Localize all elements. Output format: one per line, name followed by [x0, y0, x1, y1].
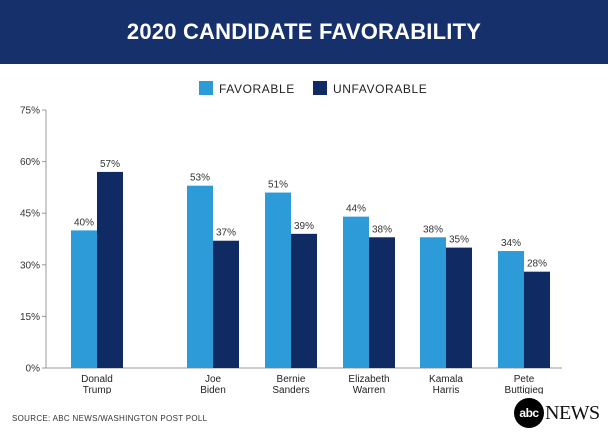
data-label-unfavorable: 38% — [372, 224, 392, 235]
y-tick-label: 60% — [20, 157, 40, 168]
category-label: Elizabeth Warren — [348, 374, 389, 394]
data-label-favorable: 53% — [190, 173, 210, 184]
category-label-line: Bernie — [277, 374, 306, 385]
category-label-line: Harris — [433, 385, 460, 394]
category-label-line: Biden — [200, 385, 226, 394]
category-label: Pete Buttigieg — [505, 374, 544, 394]
bar-favorable — [420, 237, 446, 368]
data-label-favorable: 40% — [74, 217, 94, 228]
category-label-line: Warren — [353, 385, 385, 394]
y-tick-label: 45% — [20, 209, 40, 220]
news-logo-text: NEWS — [545, 401, 600, 424]
source-note: SOURCE: ABC NEWS/WASHINGTON POST POLL — [12, 414, 208, 423]
legend-swatch-unfavorable — [313, 81, 327, 95]
category-label-line: Trump — [83, 385, 112, 394]
data-label-favorable: 34% — [501, 238, 521, 249]
header-banner: 2020 CANDIDATE FAVORABILITY — [0, 0, 608, 64]
data-label-unfavorable: 28% — [527, 259, 547, 270]
bar-favorable — [343, 216, 369, 368]
bar-unfavorable — [524, 271, 550, 368]
data-label-favorable: 51% — [268, 180, 288, 191]
abc-news-logo: abc NEWS — [514, 398, 600, 428]
category-label: Bernie Sanders — [272, 374, 309, 394]
bar-unfavorable — [369, 237, 395, 368]
category-label: Joe Biden — [200, 374, 226, 394]
data-label-unfavorable: 37% — [216, 228, 236, 239]
bar-favorable — [498, 251, 524, 368]
category-label-line: Elizabeth — [348, 374, 389, 385]
data-label-favorable: 38% — [423, 224, 443, 235]
legend-label-unfavorable: UNFAVORABLE — [333, 82, 427, 96]
bar-chart: FAVORABLE UNFAVORABLE 0% 15% 30% 45% 60% 75% 40%… — [20, 81, 562, 394]
abc-logo-mark: abc — [514, 398, 544, 428]
bar-unfavorable — [213, 240, 239, 368]
bar-favorable — [265, 192, 291, 368]
data-label-unfavorable: 35% — [449, 235, 469, 246]
category-label-line: Pete — [514, 374, 535, 385]
bar-unfavorable — [291, 233, 317, 368]
category-label-line: Buttigieg — [505, 385, 544, 394]
y-tick-label: 30% — [20, 260, 40, 271]
category-label-line: Sanders — [272, 385, 309, 394]
bar-favorable — [187, 185, 213, 368]
bar-unfavorable — [446, 247, 472, 368]
category-label-line: Joe — [205, 374, 222, 385]
category-label-line: Kamala — [429, 374, 463, 385]
y-tick-label: 15% — [20, 312, 40, 323]
y-tick-label: 0% — [26, 364, 41, 375]
data-label-favorable: 44% — [346, 204, 366, 215]
data-label-unfavorable: 39% — [294, 221, 314, 232]
category-label-line: Donald — [81, 374, 113, 385]
bar-unfavorable — [97, 171, 123, 368]
bar-favorable — [71, 230, 97, 368]
legend-swatch-favorable — [199, 81, 213, 95]
data-label-unfavorable: 57% — [100, 159, 120, 170]
y-tick-label: 75% — [20, 106, 40, 117]
category-label: Kamala Harris — [429, 374, 463, 394]
chart-title: 2020 CANDIDATE FAVORABILITY — [126, 19, 482, 44]
category-label: Donald Trump — [81, 374, 113, 394]
legend-label-favorable: FAVORABLE — [219, 82, 295, 96]
